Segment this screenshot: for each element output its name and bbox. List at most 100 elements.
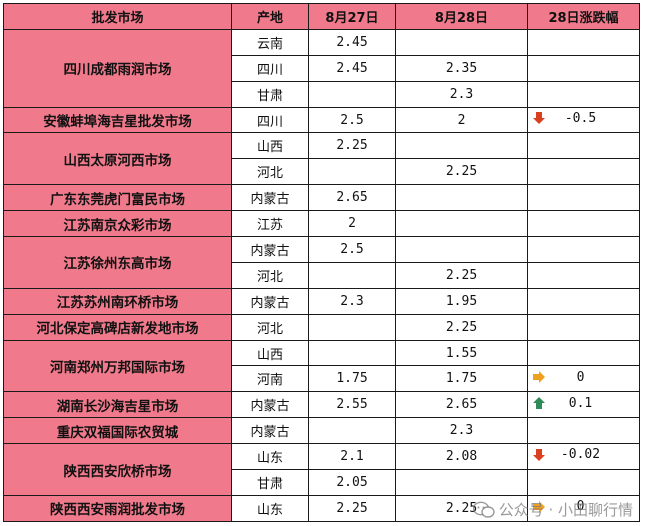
aug28-price-cell xyxy=(395,236,528,263)
change-cell xyxy=(527,80,640,108)
market-name-cell: 湖南长沙海吉星市场 xyxy=(3,391,232,419)
origin-cell: 河北 xyxy=(231,261,309,289)
origin-cell: 江苏 xyxy=(231,210,309,238)
market-name-cell: 广东东莞虎门富民市场 xyxy=(3,184,232,212)
change-cell xyxy=(527,184,640,212)
origin-cell: 四川 xyxy=(231,106,309,134)
aug27-price-cell: 2.25 xyxy=(308,132,396,160)
table-row: 甘肃 2.3 xyxy=(4,80,640,108)
aug27-price-cell: 2.05 xyxy=(308,469,396,496)
change-cell xyxy=(527,287,640,315)
watermark-text: 公众号 · 小田聊行情 xyxy=(498,501,633,519)
aug28-price-cell: 2.25 xyxy=(395,313,528,341)
aug27-price-cell: 2.45 xyxy=(308,28,396,56)
origin-cell: 内蒙古 xyxy=(231,391,309,419)
change-cell xyxy=(527,210,640,238)
change-cell: 0.1 xyxy=(527,391,640,419)
header-aug28: 8月28日 xyxy=(395,3,528,30)
market-name-cell: 陕西西安雨润批发市场 xyxy=(3,494,232,522)
table-row: 重庆双福国际农贸城 内蒙古 2.3 xyxy=(3,417,640,445)
change-value: 0.1 xyxy=(568,395,593,411)
table-row: 安徽蚌埠海吉星批发市场 四川 2.5 2 -0.5 xyxy=(3,106,640,134)
origin-cell: 四川 xyxy=(231,54,309,82)
aug27-price-cell: 1.75 xyxy=(308,365,396,393)
aug28-price-cell: 2 xyxy=(395,106,528,134)
wechat-icon xyxy=(472,501,495,518)
market-name-cell: 河南郑州万邦国际市场 xyxy=(3,339,232,393)
right-arrow-icon xyxy=(533,500,545,513)
header-origin: 产地 xyxy=(231,3,309,30)
aug28-price-cell: 2.25 xyxy=(395,158,528,186)
origin-cell: 河北 xyxy=(231,158,309,186)
table-row: 湖南长沙海吉星市场 内蒙古 2.55 2.65 0.1 xyxy=(3,391,640,419)
origin-cell: 内蒙古 xyxy=(231,417,309,445)
origin-cell: 河北 xyxy=(231,313,309,341)
change-cell xyxy=(527,313,640,341)
origin-cell: 内蒙古 xyxy=(231,184,309,212)
origin-cell: 甘肃 xyxy=(231,80,309,108)
market-name-cell: 四川成都雨润市场 xyxy=(3,28,232,108)
change-cell xyxy=(527,236,640,263)
header-aug27: 8月27日 xyxy=(308,3,396,30)
aug28-price-cell: 2.25 xyxy=(395,261,528,289)
origin-cell: 内蒙古 xyxy=(231,287,309,315)
header-market: 批发市场 xyxy=(3,3,232,30)
change-cell: -0.02 xyxy=(527,443,640,471)
origin-cell: 山东 xyxy=(231,443,309,471)
market-name-cell: 重庆双福国际农贸城 xyxy=(3,417,232,445)
right-arrow-icon xyxy=(533,371,545,384)
change-cell xyxy=(527,469,640,496)
aug28-price-cell: 1.95 xyxy=(395,287,528,315)
aug28-price-cell xyxy=(395,184,528,212)
change-cell: -0.5 xyxy=(527,106,640,134)
aug28-price-cell: 2.25 xyxy=(395,494,528,522)
aug27-price-cell: 2.1 xyxy=(308,443,396,471)
change-value: -0.02 xyxy=(560,447,601,463)
aug27-price-cell xyxy=(308,339,396,367)
aug28-price-cell: 1.75 xyxy=(395,365,528,393)
origin-cell: 甘肃 xyxy=(231,469,309,496)
aug27-price-cell xyxy=(308,80,396,108)
aug27-price-cell xyxy=(308,313,396,341)
change-cell xyxy=(527,132,640,160)
change-cell xyxy=(527,28,640,56)
table-row: 河南郑州万邦国际市场 山西 1.55 xyxy=(3,339,640,393)
change-cell xyxy=(527,158,640,186)
up-arrow-icon xyxy=(533,397,545,410)
change-value: 0 xyxy=(576,369,585,385)
origin-cell: 河南 xyxy=(231,365,309,393)
aug28-price-cell: 2.65 xyxy=(395,391,528,419)
aug28-price-cell xyxy=(395,210,528,238)
table-row: 江苏苏州南环桥市场 内蒙古 2.3 1.95 xyxy=(3,287,640,315)
market-name-cell: 陕西西安欣桥市场 xyxy=(3,443,232,496)
down-arrow-icon xyxy=(533,448,545,461)
table-row: 河北 2.25 xyxy=(4,261,640,289)
change-value: 0 xyxy=(576,499,585,515)
change-cell: 0 xyxy=(527,494,640,522)
origin-cell: 山东 xyxy=(231,494,309,522)
aug28-price-cell xyxy=(395,28,528,56)
table-row: 江苏南京众彩市场 江苏 2 xyxy=(3,210,640,238)
table-row: 甘肃 2.05 xyxy=(4,469,640,496)
origin-cell: 云南 xyxy=(231,28,309,56)
market-name-cell: 山西太原河西市场 xyxy=(3,132,232,186)
aug28-price-cell xyxy=(395,132,528,160)
market-name-cell: 安徽蚌埠海吉星批发市场 xyxy=(3,106,232,134)
origin-cell: 山西 xyxy=(231,132,309,160)
aug28-price-cell: 2.3 xyxy=(395,80,528,108)
origin-cell: 内蒙古 xyxy=(231,236,309,263)
change-cell xyxy=(527,417,640,445)
table-row: 山西太原河西市场 山西 2.25 xyxy=(3,132,640,186)
aug27-price-cell: 2.5 xyxy=(308,236,396,263)
aug27-price-cell: 2 xyxy=(308,210,396,238)
aug28-price-cell: 2.08 xyxy=(395,443,528,471)
table-row: 河北保定高碑店新发地市场 河北 2.25 xyxy=(3,313,640,341)
aug27-price-cell: 2.25 xyxy=(308,494,396,522)
aug27-price-cell: 2.65 xyxy=(308,184,396,212)
table-body: 四川成都雨润市场 云南 2.45 四川 2.45 2.35 甘肃 2.3 安徽蚌埠海吉星批发市场… xyxy=(3,28,640,522)
table-header-row: 批发市场 产地 8月27日 8月28日 28日涨跌幅 xyxy=(3,3,640,30)
down-arrow-icon xyxy=(533,112,545,125)
aug27-price-cell xyxy=(308,417,396,445)
aug28-price-cell: 2.3 xyxy=(395,417,528,445)
header-change: 28日涨跌幅 xyxy=(527,3,640,30)
